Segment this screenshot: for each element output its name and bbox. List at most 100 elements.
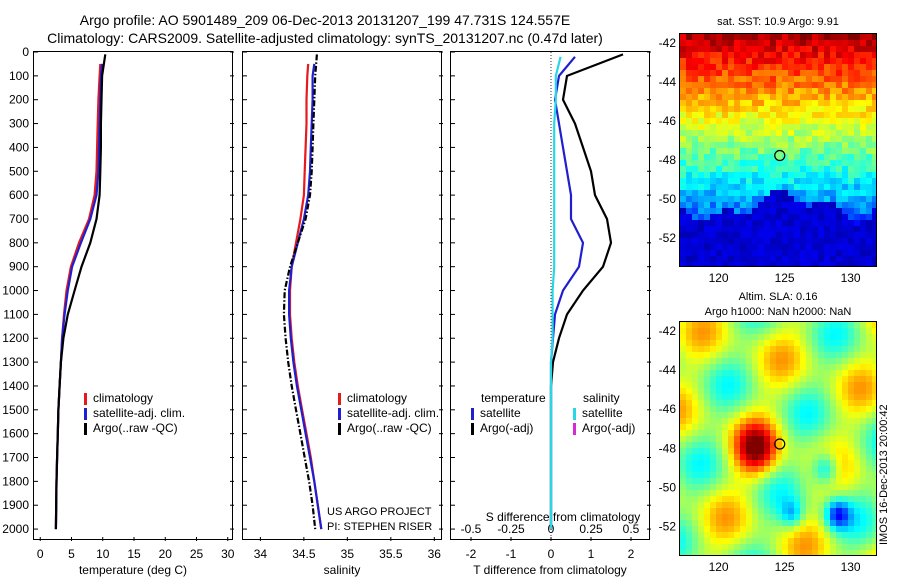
map-cell — [848, 256, 855, 263]
map-cell — [770, 352, 777, 359]
map-cell — [680, 358, 687, 365]
map-cell — [860, 388, 867, 395]
map-cell — [734, 118, 741, 125]
map-y-tick-label: -46 — [659, 114, 677, 128]
map-cell — [728, 502, 735, 509]
map-cell — [740, 388, 747, 395]
temperature-profile-panel: 0 100 200 300 400 500 600 700 800 900 1000 1100 1200… — [2, 45, 234, 561]
map-cell — [722, 496, 729, 503]
map-cell — [824, 94, 831, 101]
map-cell — [788, 526, 795, 533]
project-credit-line2: PI: STEPHEN RISER — [327, 521, 433, 533]
map-cell — [746, 184, 753, 191]
map-cell — [794, 124, 801, 131]
map-cell — [836, 208, 843, 215]
map-cell — [842, 358, 849, 365]
map-cell — [824, 370, 831, 377]
map-cell — [692, 334, 699, 341]
map-cell — [758, 514, 765, 521]
map-cell — [824, 202, 831, 209]
map-cell — [848, 184, 855, 191]
map-cell — [812, 184, 819, 191]
map-cell — [680, 424, 687, 431]
map-cell — [812, 340, 819, 347]
map-cell — [782, 448, 789, 455]
map-cell — [686, 250, 693, 257]
map-cell — [872, 94, 876, 101]
map-cell — [782, 106, 789, 113]
map-cell — [872, 88, 876, 95]
map-cell — [824, 154, 831, 161]
map-cell — [806, 124, 813, 131]
map-cell — [704, 58, 711, 65]
map-cell — [812, 370, 819, 377]
map-cell — [752, 382, 759, 389]
map-cell — [734, 520, 741, 527]
map-cell — [776, 172, 783, 179]
map-cell — [788, 370, 795, 377]
map-cell — [806, 82, 813, 89]
map-cell — [842, 376, 849, 383]
map-cell — [698, 532, 705, 539]
map-cell — [734, 166, 741, 173]
map-cell — [824, 526, 831, 533]
map-cell — [728, 82, 735, 89]
map-cell — [770, 508, 777, 515]
map-cell — [824, 538, 831, 545]
map-cell — [782, 454, 789, 461]
map-cell — [704, 100, 711, 107]
map-cell — [698, 412, 705, 419]
map-cell — [764, 190, 771, 197]
map-cell — [770, 400, 777, 407]
map-cell — [716, 424, 723, 431]
map-cell — [740, 136, 747, 143]
map-cell — [764, 394, 771, 401]
map-cell — [716, 106, 723, 113]
map-cell — [680, 376, 687, 383]
map-cell — [734, 214, 741, 221]
map-cell — [704, 334, 711, 341]
map-cell — [680, 430, 687, 437]
map-cell — [788, 250, 795, 257]
map-cell — [752, 448, 759, 455]
map-cell — [728, 484, 735, 491]
map-cell — [716, 76, 723, 83]
map-cell — [680, 148, 687, 155]
map-cell — [740, 142, 747, 149]
map-cell — [866, 364, 873, 371]
depth-tick-label: 700 — [9, 212, 29, 226]
map-cell — [734, 172, 741, 179]
map-cell — [872, 76, 876, 83]
map-cell — [692, 472, 699, 479]
map-cell — [794, 514, 801, 521]
map-cell — [788, 394, 795, 401]
map-cell — [746, 502, 753, 509]
map-cell — [716, 100, 723, 107]
map-cell — [872, 160, 876, 167]
map-cell — [782, 496, 789, 503]
map-cell — [686, 400, 693, 407]
map-cell — [716, 130, 723, 137]
map-cell — [728, 442, 735, 449]
map-cell — [734, 94, 741, 101]
map-cell — [764, 112, 771, 119]
map-cell — [776, 454, 783, 461]
map-cell — [794, 220, 801, 227]
map-cell — [788, 322, 795, 329]
map-cell — [782, 418, 789, 425]
map-cell — [734, 136, 741, 143]
depth-tick-label: 200 — [9, 93, 29, 107]
map-cell — [746, 538, 753, 545]
map-cell — [746, 100, 753, 107]
map-cell — [722, 322, 729, 329]
map-cell — [788, 262, 795, 266]
map-cell — [764, 358, 771, 365]
map-cell — [716, 322, 723, 329]
map-cell — [800, 490, 807, 497]
map-cell — [836, 124, 843, 131]
map-cell — [692, 508, 699, 515]
map-cell — [872, 514, 876, 521]
map-cell — [746, 322, 753, 329]
map-cell — [806, 472, 813, 479]
map-cell — [854, 346, 861, 353]
